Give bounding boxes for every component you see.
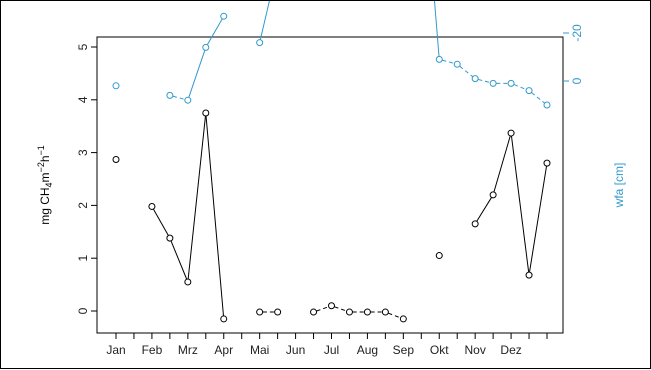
series-1-point	[112, 82, 120, 90]
series-1-segment	[478, 78, 491, 84]
series-1-point	[489, 79, 497, 87]
series-0-segment	[529, 166, 547, 273]
series-0-point	[507, 129, 515, 137]
series-0-point	[148, 202, 156, 210]
series-1-point	[256, 39, 264, 47]
series-1-point	[543, 101, 551, 109]
x-tick-label: Apr	[214, 343, 233, 357]
y-right-tick-label: -20	[570, 24, 584, 42]
series-1-point	[507, 79, 515, 87]
series-0-segment	[510, 136, 530, 272]
series-0-point	[381, 308, 389, 316]
y-left-label-part: −2	[36, 162, 46, 172]
series-0-point	[310, 308, 318, 316]
series-0-point	[256, 308, 264, 316]
x-tick-label: Jan	[106, 343, 125, 357]
series-0-point	[525, 271, 533, 279]
y-left-label-part: mg CH	[38, 187, 52, 224]
series-0-segment	[153, 208, 169, 236]
series-1-point	[525, 87, 533, 95]
x-tick-label: Dez	[500, 343, 521, 357]
x-tick-label: Aug	[357, 343, 378, 357]
series-1-point	[435, 55, 443, 63]
series-0-segment	[388, 312, 401, 319]
series-1-point	[471, 75, 479, 83]
y-left-tick-label: 4	[76, 96, 90, 103]
series-1-segment	[206, 18, 223, 45]
series-1-point	[166, 91, 174, 99]
series-1-segment	[433, 1, 440, 57]
y-left-tick-label: 3	[76, 149, 90, 156]
y-left-label-part: h	[38, 155, 52, 162]
y-right-tick-label: 0	[570, 77, 584, 84]
series-0-segment	[205, 116, 224, 316]
y-left-tick-label: 2	[76, 202, 90, 209]
x-tick-label: Jun	[286, 343, 305, 357]
series-0-point	[471, 220, 479, 228]
series-0-point	[489, 191, 497, 199]
series-0-point	[363, 308, 371, 316]
series-0-point	[345, 308, 353, 316]
series-1-point	[202, 43, 210, 51]
series-0-point	[543, 159, 551, 167]
series-1-segment	[459, 65, 473, 77]
series-0-point	[399, 315, 407, 323]
series-0-point	[112, 155, 120, 163]
series-1-point	[184, 96, 192, 104]
y-left-tick-label: 5	[76, 43, 90, 50]
series-0-segment	[170, 240, 188, 280]
series-1-segment	[513, 84, 527, 90]
x-tick-label: Sep	[393, 343, 415, 357]
series-0-point	[274, 308, 282, 316]
y-left-label-part: −1	[36, 145, 46, 155]
y-left-label-part: m	[38, 172, 52, 182]
series-0-point	[166, 234, 174, 242]
series-1-segment	[442, 59, 455, 64]
y-right-axis-label: wfa [cm]	[612, 163, 626, 209]
series-0-segment	[334, 306, 347, 312]
series-1-segment	[259, 1, 270, 40]
x-tick-label: Mai	[250, 343, 269, 357]
series-0-segment	[493, 135, 511, 192]
series-1-segment	[172, 95, 185, 100]
series-0-point	[220, 315, 228, 323]
series-0-point	[435, 252, 443, 260]
series-0-segment	[316, 306, 329, 312]
x-tick-label: Feb	[142, 343, 163, 357]
plot-box	[96, 36, 564, 334]
y-left-axis-label: mg CH4m−2h−1	[36, 145, 54, 225]
x-tick-label: Nov	[464, 343, 485, 357]
series-0-point	[184, 278, 192, 286]
series-0-point	[328, 302, 335, 310]
series-1-point	[453, 60, 461, 68]
x-tick-label: Jul	[324, 343, 339, 357]
series-0-point	[202, 109, 210, 117]
x-tick-label: Okt	[430, 343, 449, 357]
series-0-segment	[187, 116, 206, 279]
y-left-tick-label: 1	[76, 255, 90, 262]
series-1-segment	[531, 92, 545, 104]
series-1-point	[220, 12, 228, 20]
series-0-segment	[476, 197, 492, 222]
y-left-tick-label: 0	[76, 307, 90, 314]
series-1-segment	[188, 50, 206, 98]
y-left-label-part: 4	[44, 182, 54, 187]
x-tick-label: Mrz	[178, 343, 198, 357]
